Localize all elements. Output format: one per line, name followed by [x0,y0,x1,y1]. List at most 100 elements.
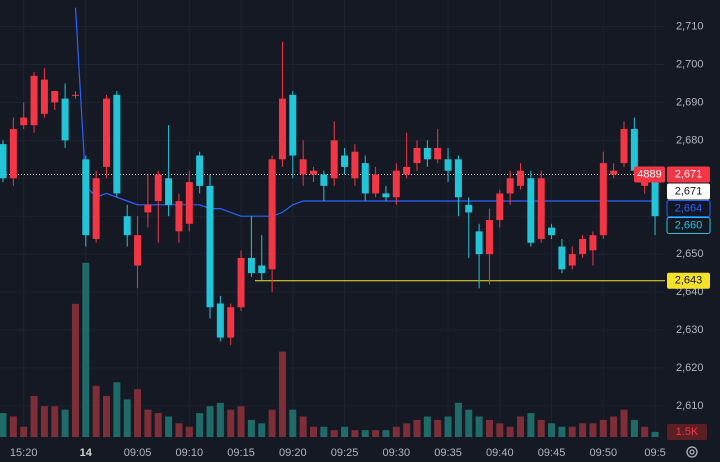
price-label-box [666,216,711,234]
volume-bar [330,430,338,437]
x-tick-label: 09:20 [279,447,307,459]
price-label-box [667,183,710,200]
candle-body [144,204,152,213]
y-tick-label: 2,650 [676,248,704,260]
candle-body [465,204,473,213]
candle-body [444,159,452,171]
volume-bar [185,426,193,437]
candle-body [403,166,411,175]
candle-body [361,163,369,194]
volume-bar [144,409,152,437]
volume-bar [413,419,421,437]
x-tick-label: 09:25 [331,447,359,459]
volume-bar [341,426,349,437]
y-tick-label: 2,630 [676,324,704,336]
volume-bar [351,430,359,437]
x-tick-label: 09:10 [176,447,204,459]
candle-body [20,117,28,126]
volume-label-box [667,424,707,440]
candle-body [310,170,317,175]
candle-body [620,128,628,164]
volume-bar [517,416,524,437]
candle-body [423,147,431,160]
volume-bar [599,419,607,437]
candle-body [299,159,307,175]
candle-body [392,170,400,198]
candle-body [123,216,131,236]
x-tick-label: 14 [80,447,93,459]
volume-label: 1.5K [676,426,699,438]
volume-bar [496,423,504,437]
candle-body [103,98,110,167]
y-tick-label: 2,680 [676,134,704,146]
candle-body [496,193,504,220]
x-tick-label: 09:30 [383,447,411,459]
volume-bar [620,409,628,437]
volume-bar [392,426,400,437]
volume-bar [485,419,493,437]
volume-bar [154,413,162,437]
y-tick-label: 2,610 [676,400,704,412]
volume-bar [113,382,121,437]
x-tick-label: 09:5 [644,447,665,459]
candle-body [413,147,421,164]
candle-body [558,246,566,270]
candle-body [537,178,545,239]
volume-bar [216,402,224,437]
volume-bar [558,426,566,437]
candle-body [185,182,193,224]
candle-body [589,235,597,251]
y-tick-label: 2,710 [676,20,704,32]
volume-bar [548,423,556,437]
volume-bar [382,430,390,437]
volume-bar [310,426,317,437]
candle-body [206,185,214,308]
candle-body [258,265,266,274]
price-label-box [667,166,710,183]
volume-bar [403,423,411,437]
candle-body [320,174,328,186]
volume-bar [20,426,28,437]
volume-bar [0,413,7,437]
volume-bar [444,416,452,437]
candle-body [0,144,7,179]
price-label: 2,643 [675,275,703,287]
countdown-label: 4889 [637,168,661,180]
volume-bar [423,416,431,437]
candle-body [599,163,607,236]
candle-body [82,159,90,236]
candle-body [196,155,204,186]
x-tick-label: 09:35 [434,447,462,459]
candle-body [237,257,245,308]
volume-bar [237,406,245,437]
volume-bar [134,389,142,437]
volume-bar [506,426,514,437]
candle-body [475,231,483,255]
volume-bar [465,409,473,437]
x-tick-label: 09:45 [538,447,566,459]
volume-bar [651,431,659,437]
volume-bar [537,419,545,437]
price-label-box [666,199,711,217]
settings-icon[interactable] [686,446,698,458]
candle-body [330,140,338,179]
y-tick-label: 2,640 [676,286,704,298]
volume-bar [630,419,638,437]
candle-body [454,159,462,198]
candle-body [579,238,587,255]
volume-bar [361,430,369,437]
price-label: 2,671 [675,168,703,180]
candle-body [51,91,59,103]
volume-bar [579,423,587,437]
candle-body [568,254,576,266]
volume-bar [589,423,597,437]
volume-bar [527,413,535,437]
candle-body [154,174,162,202]
candle-body [341,155,349,167]
price-label: 2,660 [675,219,703,231]
volume-bar [165,416,173,437]
countdown-box [634,166,665,183]
x-tick-label: 09:50 [590,447,618,459]
